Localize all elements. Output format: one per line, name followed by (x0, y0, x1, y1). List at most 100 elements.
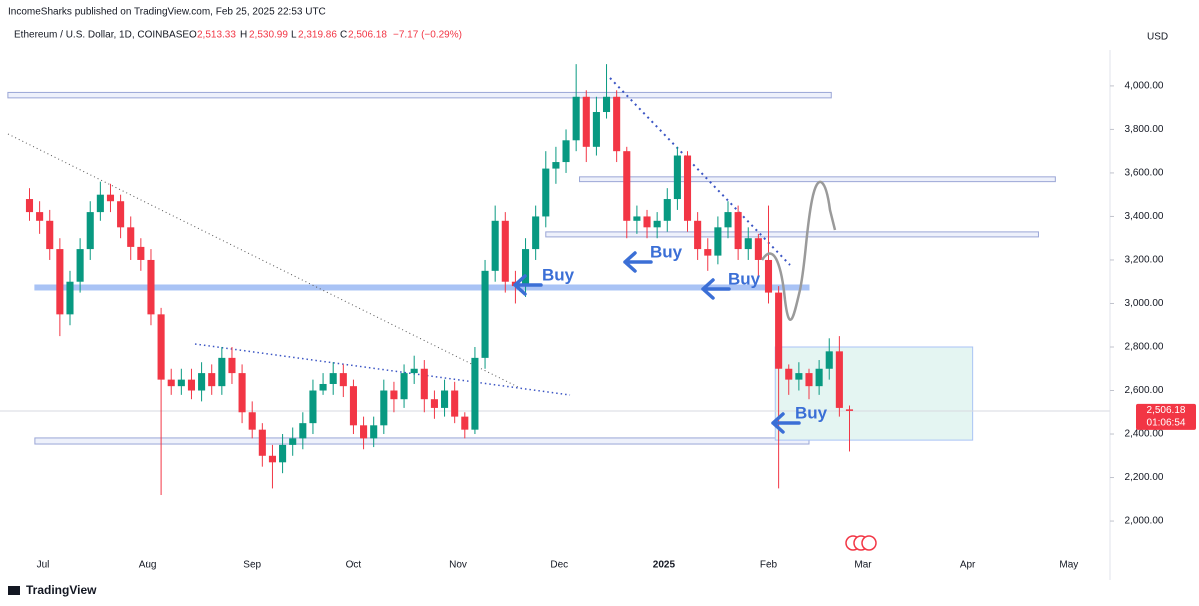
buy-label: Buy (795, 403, 828, 422)
last-price-label: 2,506.18 (1147, 405, 1186, 416)
candle-body (775, 292, 783, 369)
logo-text: TradingView (26, 583, 97, 597)
y-tick-label: 3,400.00 (1125, 211, 1164, 222)
candle-body (268, 455, 276, 463)
y-tick-label: 3,600.00 (1125, 168, 1164, 179)
candle-body (218, 357, 226, 387)
candle-body (390, 390, 398, 400)
candle-body (744, 238, 752, 250)
candle-body (521, 249, 530, 287)
zone (774, 346, 974, 441)
candle-body (441, 390, 449, 408)
candle-body (835, 351, 843, 408)
o-label: O (189, 30, 197, 41)
publisher: IncomeSharks published on TradingView.co… (8, 7, 326, 18)
candle-body (795, 373, 803, 380)
buy-annotations: Buy Buy Buy Buy (513, 242, 828, 434)
candle-body (694, 220, 702, 250)
candle-body (319, 383, 327, 391)
candle-body (66, 281, 74, 315)
candle-body (96, 194, 104, 213)
buy-label: Buy (650, 242, 683, 261)
candle-body (785, 368, 793, 380)
x-tick-label: Dec (550, 560, 568, 571)
candle-body (602, 96, 611, 113)
candle-body (643, 216, 651, 228)
candles (25, 64, 854, 495)
x-tick-label: May (1059, 560, 1078, 571)
candle-body (258, 429, 266, 456)
x-tick-label: Sep (243, 560, 261, 571)
candle-body (86, 212, 94, 250)
candle-body (208, 373, 216, 387)
candle-body (623, 151, 631, 221)
buy-label: Buy (542, 265, 575, 284)
candle-body (339, 373, 347, 387)
x-tick-label: 2025 (653, 560, 676, 571)
candle-body (704, 249, 712, 256)
candle-body (582, 96, 590, 147)
zone (34, 284, 810, 291)
h-value: 2,530.99 (249, 30, 288, 41)
candle-body (157, 314, 165, 380)
x-tick-label: Jul (37, 560, 50, 571)
candle-body (825, 351, 833, 369)
candle-body (663, 199, 671, 221)
candle-body (673, 155, 681, 200)
candle-body (491, 220, 499, 271)
y-tick-label: 2,400.00 (1125, 429, 1164, 440)
zone (545, 231, 1039, 238)
candle-body (380, 390, 388, 426)
logo-mark (8, 586, 20, 595)
candle-body (289, 438, 297, 445)
candle-body (228, 357, 236, 374)
candle-body (410, 368, 418, 374)
zone (579, 176, 1056, 183)
candle-body (724, 212, 732, 228)
candle-body (714, 227, 722, 256)
candle-body (805, 373, 813, 387)
candle-body (461, 416, 469, 430)
event-icons (845, 535, 877, 551)
x-tick-label: Feb (760, 560, 778, 571)
y-tick-label: 4,000.00 (1125, 81, 1164, 92)
trend-line (194, 343, 571, 396)
candle-body (683, 155, 692, 221)
buy-arrow (623, 251, 653, 273)
buy-arrow (513, 274, 543, 296)
candle-body (36, 212, 44, 221)
candle-body (46, 220, 54, 250)
logo: TradingView (8, 583, 97, 597)
candle-body (532, 216, 540, 250)
y-tick-label: 3,000.00 (1125, 298, 1164, 309)
axes: 2,000.00 2,200.00 2,400.00 2,600.00 2,800.00… (37, 81, 1196, 571)
y-tick-label: 2,000.00 (1125, 516, 1164, 527)
symbol: Ethereum / U.S. Dollar, 1D, COINBASE (14, 30, 189, 41)
candle-body (420, 368, 428, 400)
candle-body (734, 212, 742, 250)
candle-body (349, 386, 357, 426)
candle-body (248, 412, 256, 430)
trend-line (609, 77, 791, 266)
x-tick-label: Aug (139, 560, 157, 571)
last-price-box (1136, 403, 1196, 430)
candle-body (76, 249, 84, 282)
candle-body (653, 220, 661, 228)
candle-body (501, 220, 509, 282)
candle-body (147, 259, 155, 315)
candle-body (299, 423, 307, 439)
candle-body (542, 168, 550, 217)
candle-body (451, 390, 459, 417)
trend-line (7, 133, 521, 389)
candle-body (309, 390, 317, 424)
event-icon (861, 535, 877, 551)
candle-body (167, 379, 175, 387)
candle-body (633, 216, 641, 221)
o-value: 2,513.33 (197, 30, 236, 41)
candle-body (127, 227, 135, 247)
candle-body (430, 399, 438, 408)
l-value: 2,319.86 (298, 30, 337, 41)
candle-body (481, 270, 489, 358)
